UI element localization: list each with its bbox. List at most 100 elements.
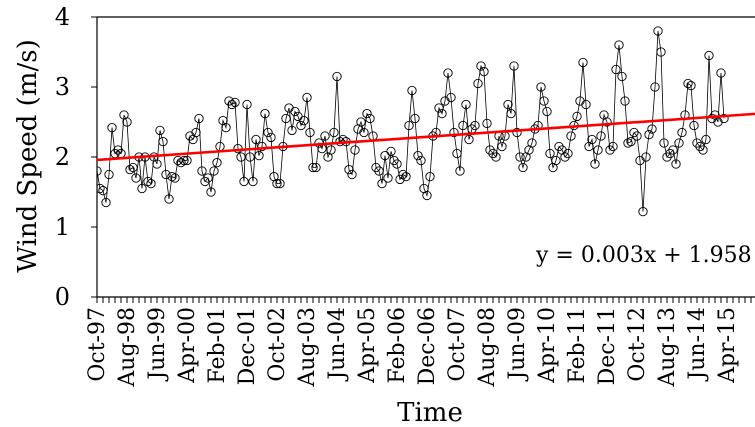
x-axis: Oct-97 Aug-98 Jun-99 Apr-00 Feb-01 Dec-01 Oct-… bbox=[85, 297, 752, 388]
data-point bbox=[308, 162, 318, 173]
data-point bbox=[107, 122, 117, 133]
y-axis: 0 1 2 3 4 bbox=[55, 3, 97, 311]
data-point bbox=[473, 78, 483, 89]
data-point bbox=[506, 108, 516, 119]
data-point bbox=[179, 155, 189, 166]
data-point bbox=[275, 178, 285, 189]
data-point bbox=[290, 106, 300, 117]
data-point bbox=[224, 96, 234, 106]
data-point bbox=[158, 136, 168, 147]
trendline-line bbox=[97, 112, 755, 162]
data-point bbox=[125, 164, 135, 175]
data-point bbox=[155, 125, 165, 136]
data-point bbox=[692, 138, 702, 148]
data-point bbox=[638, 206, 648, 217]
y-tick-label: 3 bbox=[55, 73, 70, 101]
data-point bbox=[287, 125, 297, 136]
y-axis-label: Wind Speed (m/s) bbox=[13, 39, 43, 272]
data-point bbox=[383, 173, 393, 183]
data-point bbox=[170, 173, 180, 183]
y-tick-label: 1 bbox=[55, 213, 70, 241]
data-point bbox=[647, 124, 657, 134]
data-point bbox=[176, 157, 186, 168]
data-point bbox=[251, 134, 261, 145]
x-tick-label: Oct-07 bbox=[445, 307, 470, 382]
data-point bbox=[677, 127, 687, 138]
data-point bbox=[257, 141, 267, 152]
data-point bbox=[719, 113, 729, 124]
data-point bbox=[683, 78, 693, 89]
data-point bbox=[413, 150, 423, 161]
x-tick-label: Feb-06 bbox=[385, 307, 410, 384]
data-point bbox=[221, 122, 231, 133]
data-point bbox=[197, 166, 207, 176]
data-point bbox=[332, 71, 342, 82]
data-point bbox=[254, 150, 264, 161]
data-point bbox=[452, 148, 462, 159]
data-point bbox=[248, 176, 258, 187]
data-point bbox=[242, 99, 252, 110]
x-tick-label: Dec-01 bbox=[235, 307, 260, 385]
data-point bbox=[488, 148, 498, 159]
x-tick-label: Jun-09 bbox=[505, 307, 530, 382]
data-point bbox=[656, 47, 666, 57]
x-axis-label: Time bbox=[397, 398, 463, 427]
data-point bbox=[509, 61, 519, 71]
data-point bbox=[605, 145, 615, 155]
data-point bbox=[407, 85, 417, 96]
data-point bbox=[653, 26, 663, 36]
data-point bbox=[608, 141, 618, 152]
data-point bbox=[398, 169, 408, 180]
data-point bbox=[392, 159, 402, 169]
data-point bbox=[518, 162, 528, 173]
data-point bbox=[299, 115, 309, 126]
data-point bbox=[479, 66, 489, 77]
data-point bbox=[512, 127, 522, 138]
data-point bbox=[470, 120, 480, 131]
trendline-equation: y = 0.003x + 1.958 bbox=[535, 243, 752, 268]
data-point bbox=[302, 92, 312, 103]
data-point bbox=[350, 145, 360, 155]
data-point bbox=[296, 120, 306, 131]
data-point bbox=[668, 145, 678, 155]
data-point bbox=[587, 134, 597, 145]
data-point bbox=[122, 117, 132, 127]
x-tick-label: Jun-99 bbox=[145, 307, 170, 382]
data-point bbox=[572, 111, 582, 122]
data-point bbox=[560, 152, 570, 162]
data-point bbox=[485, 145, 495, 155]
data-point bbox=[404, 120, 414, 131]
data-point bbox=[671, 159, 681, 169]
data-point bbox=[365, 113, 375, 124]
data-point bbox=[305, 127, 315, 138]
data-point bbox=[272, 178, 282, 189]
data-point bbox=[644, 129, 654, 140]
data-point bbox=[389, 155, 399, 166]
data-point bbox=[143, 176, 153, 187]
data-point bbox=[164, 194, 174, 204]
data-point bbox=[97, 183, 105, 194]
y-tick-label: 4 bbox=[55, 3, 70, 31]
data-point bbox=[602, 117, 612, 127]
data-point bbox=[617, 71, 627, 82]
data-point bbox=[443, 68, 453, 78]
x-tick-label: Jun-14 bbox=[685, 307, 710, 382]
data-point bbox=[236, 152, 246, 162]
data-point bbox=[128, 162, 138, 173]
data-point bbox=[347, 169, 357, 180]
x-tick-label: Oct-12 bbox=[625, 307, 650, 382]
data-point bbox=[665, 148, 675, 159]
data-point bbox=[182, 155, 192, 166]
data-point bbox=[416, 155, 426, 166]
x-tick-label: Aug-98 bbox=[115, 307, 140, 388]
data-point bbox=[131, 173, 141, 183]
data-point bbox=[659, 138, 669, 148]
data-point bbox=[695, 141, 705, 152]
data-point bbox=[104, 169, 114, 180]
data-point bbox=[326, 145, 336, 155]
data-point bbox=[239, 176, 249, 187]
data-point bbox=[206, 187, 216, 197]
data-point bbox=[539, 96, 549, 106]
data-point bbox=[260, 108, 270, 119]
